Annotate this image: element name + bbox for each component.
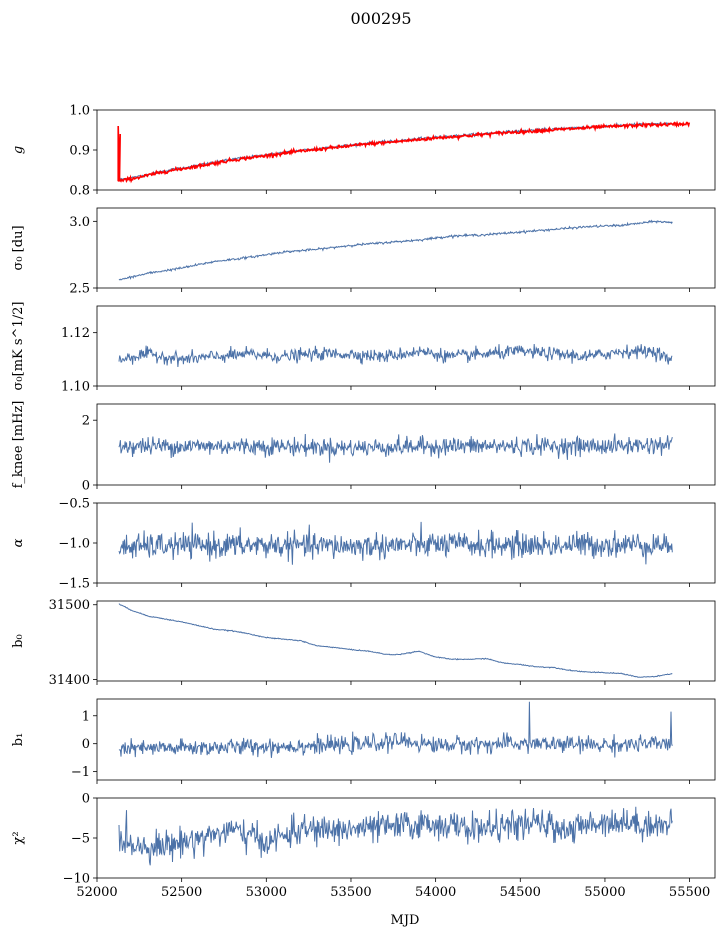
series-group xyxy=(118,219,673,281)
y-tick-label: −10 xyxy=(63,872,90,887)
y-tick-label: 0 xyxy=(82,479,90,494)
series-line-1 xyxy=(118,701,673,758)
y-tick-label: 0.9 xyxy=(69,144,90,159)
x-tick-label: 53000 xyxy=(246,885,287,900)
series-group xyxy=(118,603,673,678)
y-tick-label: 31500 xyxy=(49,598,90,613)
x-tick-label: 52000 xyxy=(76,885,117,900)
series-line-1 xyxy=(118,806,673,866)
y-tick-label: 2 xyxy=(82,414,90,429)
y-axis-label: g xyxy=(11,146,26,154)
plot-frame xyxy=(96,698,716,781)
series-line-1 xyxy=(118,121,673,181)
panels: 0.8 0.9 1.0 g 2.5 3.0 σ₀ [du] 1.10 1.12 σ₀[mK s^1… xyxy=(11,104,716,900)
y-axis-label: χ² xyxy=(11,831,26,844)
x-tick-label: 54500 xyxy=(500,885,541,900)
y-tick-label: 1.10 xyxy=(61,380,90,395)
y-tick-label: −1 xyxy=(71,765,90,780)
y-axis-label: b₀ xyxy=(11,634,26,648)
plot-frame xyxy=(96,305,716,387)
y-tick-label: 31400 xyxy=(49,673,90,688)
series-group xyxy=(118,806,673,866)
series-line-1 xyxy=(118,603,673,678)
x-tick-label: 53500 xyxy=(330,885,371,900)
x-axis-label: MJD xyxy=(391,913,420,928)
x-tick-label: 55000 xyxy=(584,885,625,900)
y-tick-label: 1.0 xyxy=(69,104,90,119)
y-axis-label: f_knee [mHz] xyxy=(11,401,26,489)
panel-7: −1 0 1 b₁ xyxy=(11,698,716,784)
panel-3: 1.10 1.12 σ₀[mK s^1/2] xyxy=(11,302,716,395)
plot-frame xyxy=(96,109,716,191)
figure-title: 000295 xyxy=(350,9,411,28)
y-tick-label: 3.0 xyxy=(69,215,90,230)
panel-1: 0.8 0.9 1.0 g xyxy=(11,104,716,199)
x-tick-label: 54000 xyxy=(415,885,456,900)
y-tick-label: −5 xyxy=(71,832,90,847)
series-line-1 xyxy=(118,219,673,281)
series-group xyxy=(118,433,673,463)
y-axis-label: α xyxy=(11,538,26,547)
series-group xyxy=(117,120,691,184)
y-tick-label: −0.5 xyxy=(58,497,90,512)
plot-frame xyxy=(96,403,716,486)
panel-8: −10 −5 0 52000 52500 53000 53500 54000 54500 5500… xyxy=(11,792,716,900)
y-tick-label: −1.5 xyxy=(58,577,90,592)
series-group xyxy=(118,521,673,565)
panel-5: −1.5 −1.0 −0.5 α xyxy=(11,497,716,592)
series-line-2 xyxy=(117,120,691,184)
y-tick-label: −1.0 xyxy=(58,537,90,552)
y-tick-label: 0.8 xyxy=(69,184,90,199)
series-line-1 xyxy=(118,343,673,368)
x-tick-label: 52500 xyxy=(161,885,202,900)
y-tick-label: 2.5 xyxy=(69,282,90,297)
series-group xyxy=(118,701,673,758)
y-axis-label: σ₀[mK s^1/2] xyxy=(11,302,26,391)
series-line-1 xyxy=(118,433,673,463)
y-tick-label: 1.12 xyxy=(61,326,90,341)
series-group xyxy=(118,343,673,368)
y-tick-label: 0 xyxy=(82,792,90,807)
y-tick-label: 1 xyxy=(82,709,90,724)
y-axis-label: b₁ xyxy=(11,733,26,747)
y-tick-label: 0 xyxy=(82,737,90,752)
y-axis-label: σ₀ [du] xyxy=(11,225,26,270)
plot-frame xyxy=(96,600,716,682)
series-line-1 xyxy=(118,521,673,565)
panel-4: 0 2 f_knee [mHz] xyxy=(11,401,716,494)
panel-6: 31400 31500 b₀ xyxy=(11,598,716,688)
plot-frame xyxy=(96,207,716,289)
panel-2: 2.5 3.0 σ₀ [du] xyxy=(11,207,716,297)
x-tick-label: 55500 xyxy=(669,885,710,900)
